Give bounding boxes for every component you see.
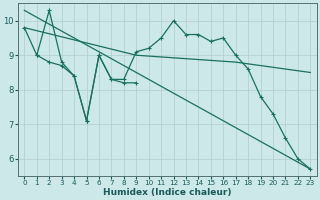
X-axis label: Humidex (Indice chaleur): Humidex (Indice chaleur) xyxy=(103,188,232,197)
